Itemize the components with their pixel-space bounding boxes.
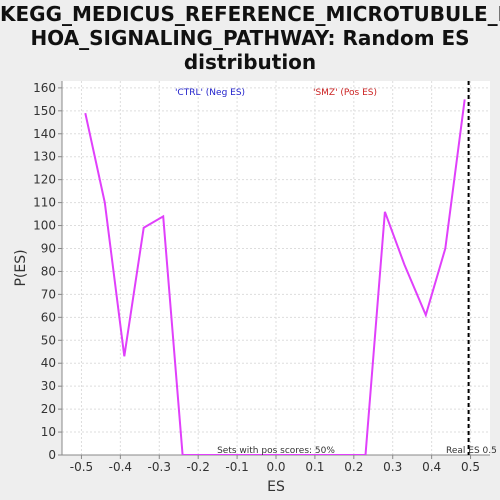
x-axis-ticks: -0.5 -0.4 -0.3 -0.2 -0.1 0.0 0.1 0.2 0.3 0.4 0.5 (70, 455, 480, 474)
chart-title: KEGG_MEDICUS_REFERENCE_MICROTUBULE_R HOA… (0, 2, 500, 74)
y-axis-ticks: 0 10 20 30 40 50 60 70 80 90 100 110 120 130 140 150 160 (33, 81, 62, 462)
x-tick-label: 0.2 (344, 460, 363, 474)
y-tick-label: 20 (41, 402, 56, 416)
pos-es-label: 'SMZ' (Pos ES) (313, 88, 377, 98)
title-line-3: distribution (183, 50, 317, 74)
x-tick-label: 0.0 (266, 460, 285, 474)
x-tick-label: 0.3 (383, 460, 402, 474)
y-tick-label: 150 (33, 104, 56, 118)
x-axis-title: ES (267, 479, 285, 495)
x-tick-label: -0.3 (148, 460, 171, 474)
series-line (84, 99, 466, 455)
y-tick-label: 40 (41, 356, 56, 370)
x-tick-label: 0.4 (422, 460, 441, 474)
neg-es-label: 'CTRL' (Neg ES) (175, 88, 245, 98)
title-line-1: KEGG_MEDICUS_REFERENCE_MICROTUBULE_R (0, 2, 500, 26)
y-tick-label: 80 (41, 264, 56, 278)
x-tick-label: -0.1 (225, 460, 248, 474)
y-tick-label: 140 (33, 127, 56, 141)
x-tick-label: -0.5 (70, 460, 93, 474)
pos-scores-label: Sets with pos scores: 50% (217, 446, 335, 456)
x-tick-label: 0.1 (305, 460, 324, 474)
title-line-2: HOA_SIGNALING_PATHWAY: Random ES (30, 26, 470, 50)
y-tick-label: 30 (41, 379, 56, 393)
x-tick-label: -0.2 (186, 460, 209, 474)
y-tick-label: 10 (41, 425, 56, 439)
y-tick-label: 60 (41, 310, 56, 324)
x-tick-label: 0.5 (461, 460, 480, 474)
real-es-label: Real ES 0.5 (446, 446, 497, 456)
y-tick-label: 120 (33, 173, 56, 187)
y-tick-label: 100 (33, 219, 56, 233)
x-tick-label: -0.4 (109, 460, 132, 474)
y-tick-label: 70 (41, 287, 56, 301)
y-axis-title: P(ES) (13, 249, 29, 286)
plot-area (62, 81, 490, 455)
y-tick-label: 90 (41, 241, 56, 255)
y-tick-label: 110 (33, 196, 56, 210)
y-tick-label: 130 (33, 150, 56, 164)
y-tick-label: 160 (33, 81, 56, 95)
y-tick-label: 50 (41, 333, 56, 347)
y-tick-label: 0 (48, 448, 56, 462)
